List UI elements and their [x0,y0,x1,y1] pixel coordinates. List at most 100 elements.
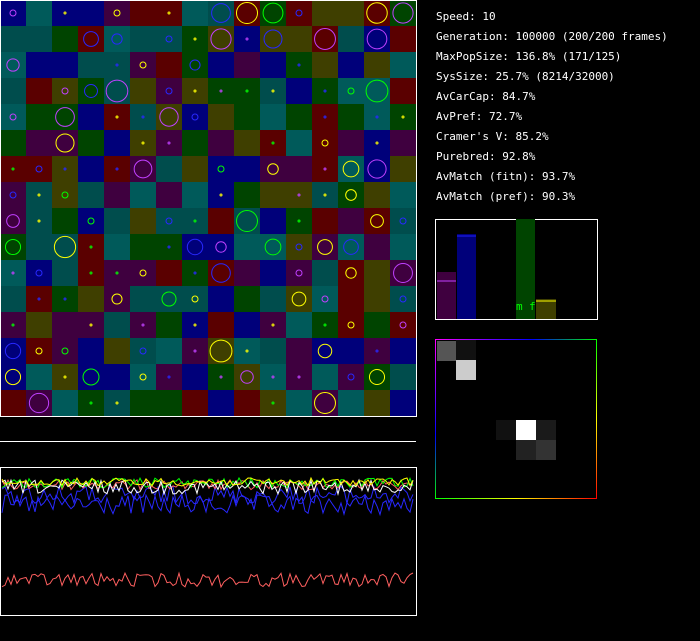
cell [52,156,78,182]
cell [364,130,390,156]
organism [165,35,173,43]
cell [182,208,208,234]
cell [260,260,286,286]
cell [260,364,286,390]
cell [130,338,156,364]
cell [182,286,208,312]
organism [139,61,147,69]
cell [130,312,156,338]
cell [156,234,182,260]
cell [208,52,234,78]
cell [286,156,312,182]
organism [35,269,43,277]
organism [4,238,22,256]
cell [286,26,312,52]
stat-line: Cramer's V: 85.2% [436,130,549,143]
organism [89,401,93,405]
cell [234,260,260,286]
cell [130,364,156,390]
organism [235,1,259,25]
cell [312,26,338,52]
organism [321,139,329,147]
organism [35,347,43,355]
cell [156,338,182,364]
cell [390,312,416,338]
organism [37,219,41,223]
stat-line: SysSize: 25.7% (8214/32000) [436,70,615,83]
organism [141,141,145,145]
cell [182,390,208,416]
cell [260,312,286,338]
cell [0,52,26,78]
organism [61,191,69,199]
cell [260,78,286,104]
organism [193,271,197,275]
cell [26,182,52,208]
cell [156,260,182,286]
organism [167,11,171,15]
organism [210,28,232,50]
organism [345,189,357,201]
cell [156,26,182,52]
cell [156,52,182,78]
organism [399,321,407,329]
organism [236,210,258,232]
bar [437,272,456,319]
cell [260,286,286,312]
organism [84,84,98,98]
cell [208,156,234,182]
cell [312,52,338,78]
cell [52,182,78,208]
cell [156,364,182,390]
cell [0,208,26,234]
cell [260,52,286,78]
organism [211,263,231,283]
organism [89,245,93,249]
cell [364,364,390,390]
organism [347,321,355,329]
organism [139,347,147,355]
cell [312,390,338,416]
organism [323,115,327,119]
organism [167,245,171,249]
cell [156,390,182,416]
organism [317,343,333,359]
stat-line: AvMatch (pref): 90.3% [436,190,575,203]
organism [215,241,227,253]
heat-cell [437,341,457,361]
cell [286,130,312,156]
organism [366,28,388,50]
cell [234,338,260,364]
cell [182,52,208,78]
organism [347,373,355,381]
cell [364,26,390,52]
cell [338,390,364,416]
cell [26,390,52,416]
organism [393,263,413,283]
organism [345,267,357,279]
cell [26,260,52,286]
organism [271,141,275,145]
organism [323,167,327,171]
cell [286,234,312,260]
cell [182,130,208,156]
cell [260,130,286,156]
organism [370,214,384,228]
cell [286,78,312,104]
cell [338,130,364,156]
cell [286,182,312,208]
cell [338,52,364,78]
heat-cell [536,420,556,440]
organism [83,31,99,47]
cell [364,234,390,260]
organism [111,33,123,45]
cell [234,364,260,390]
cell [52,104,78,130]
cell [104,390,130,416]
cell [260,0,286,26]
organism [139,269,147,277]
organism [4,342,22,360]
cell [286,104,312,130]
organism [115,63,119,67]
cell [130,182,156,208]
